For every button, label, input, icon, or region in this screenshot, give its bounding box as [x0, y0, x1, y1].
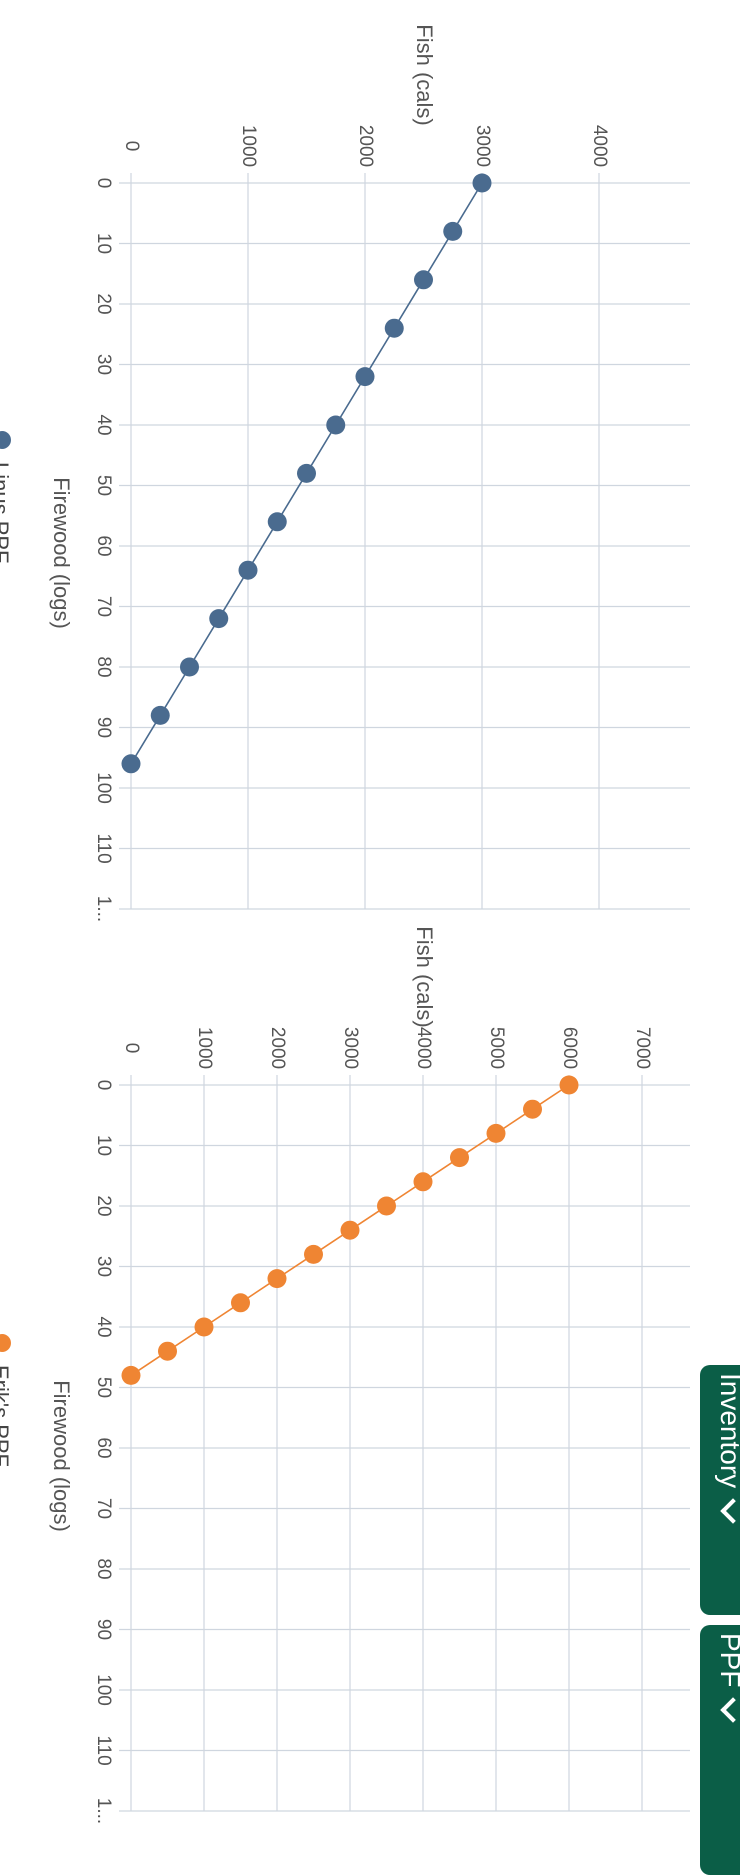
- y-tick-label: 2000: [267, 1027, 288, 1069]
- x-tick-label: 110: [93, 1735, 114, 1765]
- x-tick-label: 100: [93, 772, 114, 804]
- y-tick-label: 7000: [632, 1027, 653, 1069]
- y-tick-label: 1000: [194, 1027, 215, 1069]
- x-tick-label: 70: [93, 1498, 114, 1519]
- data-point: [121, 754, 141, 774]
- y-tick-label: 0: [121, 141, 142, 152]
- x-tick-label: 10: [93, 1135, 114, 1156]
- x-tick-label: 110: [93, 833, 114, 863]
- ppf-button[interactable]: PPF: [700, 1625, 740, 1875]
- inventory-button[interactable]: Inventory: [700, 1365, 740, 1615]
- chart-2: 0 1000 2000 3000 4000 5000 6000 7000 0 10 20 30 40 50…: [0, 926, 690, 1824]
- y-tick-label: 4000: [413, 1027, 434, 1069]
- data-point: [121, 1365, 141, 1385]
- data-point: [523, 1099, 542, 1119]
- data-point: [267, 1269, 287, 1289]
- data-point: [326, 415, 346, 435]
- x-tick-label: 40: [93, 1316, 114, 1337]
- x-tick-label: 50: [93, 475, 114, 496]
- inventory-button-label: Inventory: [715, 1373, 740, 1489]
- x-tick-label: 70: [93, 596, 114, 617]
- data-point: [304, 1244, 323, 1264]
- data-point: [355, 367, 375, 387]
- chevron-down-icon: [720, 1697, 740, 1724]
- data-point: [209, 609, 229, 629]
- data-point: [180, 657, 199, 677]
- x-tick-label: 30: [93, 1256, 114, 1277]
- x-tick-label: 40: [93, 414, 114, 435]
- x-tick-label: 60: [93, 535, 114, 556]
- legend-marker: [0, 431, 11, 449]
- data-point: [443, 221, 463, 241]
- data-point: [231, 1293, 250, 1313]
- y-tick-label: 1000: [238, 125, 259, 167]
- x-tick-label: 1...: [93, 1798, 114, 1824]
- x-tick-label: 60: [93, 1437, 114, 1458]
- x-tick-label: 90: [93, 1619, 114, 1640]
- x-tick-label: 80: [93, 656, 114, 677]
- x-tick-label: 0: [93, 178, 114, 189]
- data-point: [238, 560, 258, 580]
- y-tick-label: 3000: [340, 1027, 361, 1069]
- y-tick-label: 4000: [589, 125, 610, 167]
- x-tick-label: 0: [93, 1080, 114, 1091]
- y-tick-label: 2000: [355, 125, 376, 167]
- data-point: [150, 705, 170, 725]
- legend-label: Linus PPF: [0, 462, 13, 564]
- data-point: [194, 1317, 214, 1337]
- data-point: [340, 1220, 360, 1240]
- y-tick-label: 5000: [486, 1027, 507, 1069]
- x-tick-label: 1...: [93, 896, 114, 922]
- data-point: [559, 1075, 579, 1095]
- data-point: [413, 1172, 433, 1192]
- y-axis-title: Fish (cals): [412, 24, 437, 125]
- y-tick-label: 3000: [472, 125, 493, 167]
- x-tick-label: 80: [93, 1558, 114, 1579]
- legend-marker: [0, 1334, 11, 1352]
- x-axis-title: Firewood (logs): [49, 477, 74, 629]
- x-tick-label: 20: [93, 293, 114, 314]
- data-point: [297, 463, 316, 483]
- x-tick-label: 10: [93, 233, 114, 254]
- data-point: [472, 173, 492, 193]
- chart-1: 0 1000 2000 3000 4000 0 10 20 30 40 50 60 70 80 90 100 1…: [0, 24, 690, 922]
- y-axis-title: Fish (cals): [412, 926, 437, 1027]
- data-point: [267, 512, 287, 532]
- chevron-down-icon: [720, 1498, 740, 1524]
- x-axis-title: Firewood (logs): [49, 1380, 74, 1532]
- y-tick-label: 0: [121, 1043, 142, 1054]
- data-point: [158, 1341, 177, 1361]
- legend-label: Erik's PPF: [0, 1365, 13, 1467]
- ppf-button-label: PPF: [715, 1633, 740, 1688]
- data-point: [377, 1196, 396, 1216]
- x-tick-label: 90: [93, 717, 114, 738]
- data-point: [450, 1148, 469, 1168]
- y-tick-label: 6000: [559, 1027, 580, 1069]
- data-point: [486, 1123, 506, 1143]
- data-point: [384, 318, 404, 338]
- x-tick-label: 50: [93, 1377, 114, 1398]
- x-tick-label: 20: [93, 1195, 114, 1216]
- data-point: [414, 270, 433, 290]
- x-tick-label: 100: [93, 1674, 114, 1706]
- x-tick-label: 30: [93, 354, 114, 375]
